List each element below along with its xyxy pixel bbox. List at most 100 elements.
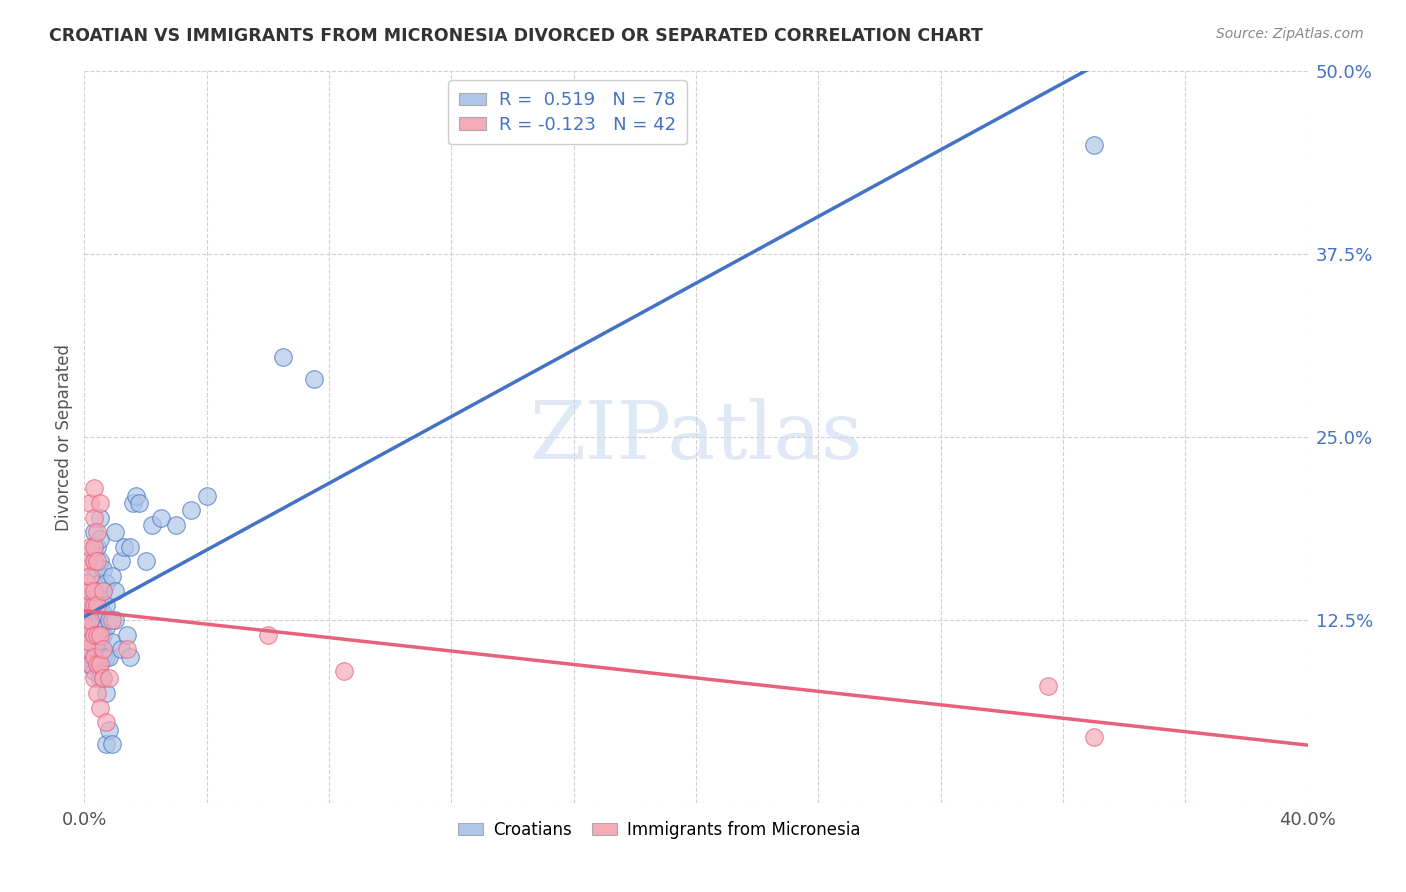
- Point: [83, 569, 105, 583]
- Point: [122, 496, 145, 510]
- Point: [83, 649, 105, 664]
- Point: [91, 583, 114, 598]
- Point: [1036, 679, 1059, 693]
- Point: [112, 540, 135, 554]
- Point: [1083, 137, 1105, 152]
- Point: [76, 576, 98, 591]
- Point: [79, 496, 101, 510]
- Point: [101, 635, 124, 649]
- Point: [128, 496, 150, 510]
- Point: [110, 642, 132, 657]
- Point: [76, 649, 98, 664]
- Text: Source: ZipAtlas.com: Source: ZipAtlas.com: [1216, 27, 1364, 41]
- Point: [91, 672, 114, 686]
- Point: [83, 649, 105, 664]
- Point: [76, 642, 98, 657]
- Point: [83, 540, 105, 554]
- Point: [149, 510, 172, 524]
- Point: [79, 583, 101, 598]
- Point: [195, 489, 218, 503]
- Point: [86, 627, 108, 641]
- Text: CROATIAN VS IMMIGRANTS FROM MICRONESIA DIVORCED OR SEPARATED CORRELATION CHART: CROATIAN VS IMMIGRANTS FROM MICRONESIA D…: [49, 27, 983, 45]
- Point: [79, 635, 101, 649]
- Point: [91, 562, 114, 576]
- Point: [97, 672, 120, 686]
- Point: [79, 613, 101, 627]
- Point: [76, 613, 98, 627]
- Point: [94, 737, 117, 751]
- Point: [333, 664, 356, 678]
- Point: [86, 642, 108, 657]
- Point: [79, 657, 101, 671]
- Point: [86, 613, 108, 627]
- Point: [76, 620, 98, 634]
- Point: [83, 627, 105, 641]
- Point: [83, 540, 105, 554]
- Point: [94, 686, 117, 700]
- Point: [120, 649, 142, 664]
- Point: [97, 723, 120, 737]
- Point: [257, 627, 280, 641]
- Point: [91, 649, 114, 664]
- Point: [115, 627, 138, 641]
- Point: [97, 649, 120, 664]
- Point: [83, 672, 105, 686]
- Point: [83, 525, 105, 540]
- Point: [94, 620, 117, 634]
- Point: [86, 657, 108, 671]
- Y-axis label: Divorced or Separated: Divorced or Separated: [55, 343, 73, 531]
- Point: [89, 627, 111, 641]
- Point: [86, 599, 108, 613]
- Point: [83, 583, 105, 598]
- Point: [97, 613, 120, 627]
- Point: [79, 569, 101, 583]
- Point: [86, 686, 108, 700]
- Point: [89, 627, 111, 641]
- Point: [180, 503, 202, 517]
- Point: [76, 583, 98, 598]
- Point: [76, 599, 98, 613]
- Legend: Croatians, Immigrants from Micronesia: Croatians, Immigrants from Micronesia: [451, 814, 868, 846]
- Point: [89, 657, 111, 671]
- Point: [91, 642, 114, 657]
- Point: [83, 599, 105, 613]
- Point: [101, 569, 124, 583]
- Point: [86, 554, 108, 568]
- Point: [86, 657, 108, 671]
- Point: [104, 613, 127, 627]
- Point: [165, 517, 187, 532]
- Point: [89, 576, 111, 591]
- Point: [89, 510, 111, 524]
- Point: [89, 554, 111, 568]
- Point: [94, 576, 117, 591]
- Point: [89, 496, 111, 510]
- Point: [83, 606, 105, 620]
- Point: [89, 533, 111, 547]
- Point: [1083, 730, 1105, 744]
- Point: [76, 599, 98, 613]
- Point: [101, 613, 124, 627]
- Point: [125, 489, 148, 503]
- Point: [104, 525, 127, 540]
- Point: [110, 554, 132, 568]
- Point: [135, 554, 157, 568]
- Point: [79, 591, 101, 605]
- Point: [89, 700, 111, 714]
- Point: [86, 583, 108, 598]
- Point: [83, 620, 105, 634]
- Point: [104, 583, 127, 598]
- Point: [101, 737, 124, 751]
- Point: [83, 481, 105, 495]
- Point: [83, 664, 105, 678]
- Point: [79, 540, 101, 554]
- Point: [79, 620, 101, 634]
- Point: [79, 635, 101, 649]
- Point: [91, 606, 114, 620]
- Point: [89, 613, 111, 627]
- Point: [141, 517, 163, 532]
- Point: [86, 627, 108, 641]
- Point: [89, 672, 111, 686]
- Point: [91, 672, 114, 686]
- Point: [86, 599, 108, 613]
- Point: [271, 350, 294, 364]
